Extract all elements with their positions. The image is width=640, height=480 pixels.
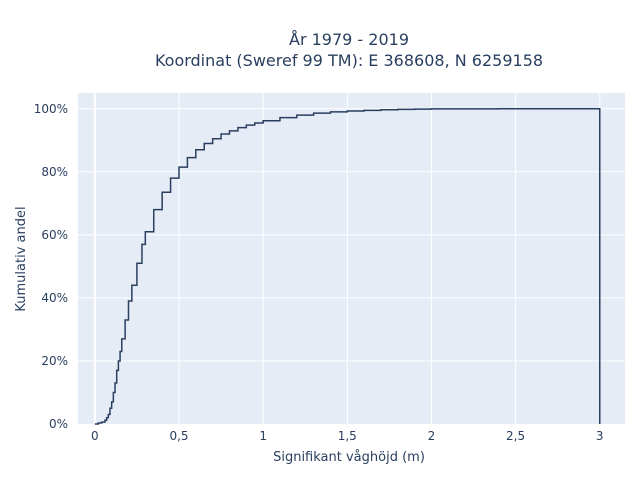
y-tick-labels: 0% 20% 40% 60% 80% 100% [34, 102, 68, 431]
x-tick-label: 3 [596, 429, 604, 443]
x-axis-title: Signifikant våghöjd (m) [273, 450, 425, 465]
x-tick-label: 1,5 [338, 429, 357, 443]
chart-title-line1: År 1979 - 2019 [289, 30, 409, 49]
x-tick-label: 0 [91, 429, 99, 443]
y-tick-label: 60% [41, 228, 68, 242]
x-tick-label: 2 [428, 429, 436, 443]
y-tick-label: 20% [41, 354, 68, 368]
x-tick-labels: 0 0,5 1 1,5 2 2,5 3 [91, 429, 604, 443]
y-tick-label: 100% [34, 102, 68, 116]
plot-area [78, 93, 625, 424]
y-tick-label: 80% [41, 165, 68, 179]
y-axis-title: Kumulativ andel [14, 206, 29, 311]
x-tick-label: 2,5 [506, 429, 525, 443]
chart-title-line2: Koordinat (Sweref 99 TM): E 368608, N 62… [155, 51, 543, 70]
y-tick-label: 0% [49, 417, 68, 431]
x-tick-label: 1 [259, 429, 267, 443]
y-tick-label: 40% [41, 291, 68, 305]
x-tick-label: 0,5 [169, 429, 188, 443]
cdf-series-line [94, 108, 601, 425]
